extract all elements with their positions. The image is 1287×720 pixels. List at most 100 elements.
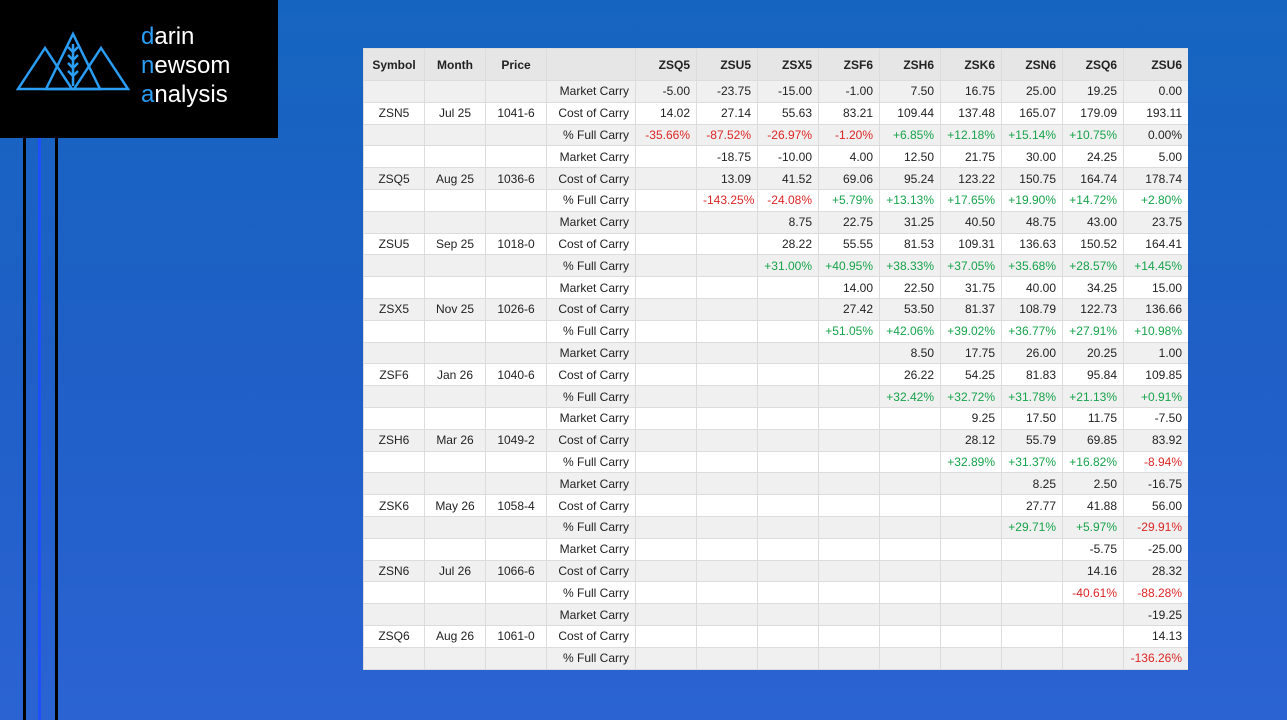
value-cell: -7.50: [1123, 406, 1188, 430]
value-cell: 165.07: [1001, 101, 1063, 125]
value-cell: [696, 581, 758, 605]
row-key: [485, 406, 547, 430]
row-key: [424, 123, 486, 147]
row-key: [424, 319, 486, 343]
value-cell: [696, 537, 758, 561]
value-cell: 95.84: [1062, 363, 1124, 387]
value-cell: [696, 385, 758, 408]
row-key: ZSX5: [363, 297, 425, 321]
value-cell: 178.74: [1123, 167, 1188, 190]
value-cell: 17.75: [940, 341, 1002, 365]
row-label: Cost of Carry: [546, 363, 636, 387]
value-cell: 14.00: [818, 276, 880, 299]
value-cell: [696, 428, 758, 452]
value-cell: [635, 559, 697, 583]
value-cell: [696, 646, 758, 670]
row-key: [485, 341, 547, 365]
value-cell: [940, 515, 1002, 539]
value-cell: 136.63: [1001, 232, 1063, 256]
row-key: [485, 450, 547, 474]
row-key: Nov 25: [424, 297, 486, 321]
value-cell: +15.14%: [1001, 123, 1063, 147]
value-cell: 8.75: [757, 210, 819, 234]
value-cell: -136.26%: [1123, 646, 1188, 670]
table-row: Market Carry -19.25: [363, 603, 1188, 626]
value-cell: [1001, 624, 1063, 648]
value-cell: [635, 581, 697, 605]
row-key: [363, 581, 425, 605]
row-key: [363, 254, 425, 278]
value-cell: [818, 406, 880, 430]
value-cell: [940, 581, 1002, 605]
value-cell: [1062, 603, 1124, 626]
value-cell: -10.00: [757, 145, 819, 169]
value-cell: +32.72%: [940, 385, 1002, 408]
value-cell: [696, 624, 758, 648]
value-cell: [879, 515, 941, 539]
table-row: Market Carry 8.50 17.75 26.00 20.25 1.00: [363, 341, 1188, 365]
value-cell: 41.52: [757, 167, 819, 190]
value-cell: [1062, 646, 1124, 670]
value-cell: 31.75: [940, 276, 1002, 299]
row-key: 1026-6: [485, 297, 547, 321]
value-cell: [757, 297, 819, 321]
column-header: ZSX5: [757, 48, 819, 81]
value-cell: 26.00: [1001, 341, 1063, 365]
value-cell: 122.73: [1062, 297, 1124, 321]
row-key: [485, 188, 547, 212]
row-key: 1041-6: [485, 101, 547, 125]
value-cell: 27.14: [696, 101, 758, 125]
value-cell: [635, 428, 697, 452]
value-cell: [757, 341, 819, 365]
row-key: [485, 319, 547, 343]
value-cell: +17.65%: [940, 188, 1002, 212]
value-cell: 14.02: [635, 101, 697, 125]
logo-text: darin newsom analysis: [141, 22, 230, 109]
row-key: ZSQ5: [363, 167, 425, 190]
value-cell: [757, 472, 819, 496]
column-header: [546, 48, 636, 81]
value-cell: 0.00%: [1123, 123, 1188, 147]
row-key: [363, 603, 425, 626]
table-row: ZSU5 Sep 25 1018-0 Cost of Carry 28.22 55.55 8…: [363, 232, 1188, 256]
value-cell: [696, 450, 758, 474]
value-cell: [940, 494, 1002, 517]
value-cell: [879, 646, 941, 670]
table-row: % Full Carry -40.61% -88.28%: [363, 581, 1188, 605]
value-cell: [696, 363, 758, 387]
value-cell: [696, 406, 758, 430]
value-cell: 54.25: [940, 363, 1002, 387]
value-cell: 53.50: [879, 297, 941, 321]
value-cell: [696, 603, 758, 626]
value-cell: [818, 472, 880, 496]
value-cell: 31.25: [879, 210, 941, 234]
value-cell: 11.75: [1062, 406, 1124, 430]
value-cell: 137.48: [940, 101, 1002, 125]
value-cell: [635, 232, 697, 256]
value-cell: [635, 297, 697, 321]
value-cell: +51.05%: [818, 319, 880, 343]
table-row: % Full Carry +29.71% +5.97% -29.91%: [363, 515, 1188, 539]
value-cell: [818, 450, 880, 474]
value-cell: -29.91%: [1123, 515, 1188, 539]
row-label: Cost of Carry: [546, 624, 636, 648]
row-key: [424, 80, 486, 103]
value-cell: [635, 210, 697, 234]
row-key: [424, 603, 486, 626]
value-cell: 150.75: [1001, 167, 1063, 190]
value-cell: 150.52: [1062, 232, 1124, 256]
row-label: Cost of Carry: [546, 297, 636, 321]
value-cell: +14.72%: [1062, 188, 1124, 212]
value-cell: 1.00: [1123, 341, 1188, 365]
value-cell: 8.50: [879, 341, 941, 365]
value-cell: [940, 472, 1002, 496]
value-cell: [635, 472, 697, 496]
value-cell: 9.25: [940, 406, 1002, 430]
value-cell: [1062, 624, 1124, 648]
table-row: % Full Carry +32.42% +32.72% +31.78% +21.13%…: [363, 385, 1188, 408]
value-cell: -24.08%: [757, 188, 819, 212]
table-row: ZSQ5 Aug 25 1036-6 Cost of Carry 13.09 41.52 6…: [363, 167, 1188, 190]
row-key: Jul 25: [424, 101, 486, 125]
value-cell: [635, 276, 697, 299]
value-cell: +13.13%: [879, 188, 941, 212]
